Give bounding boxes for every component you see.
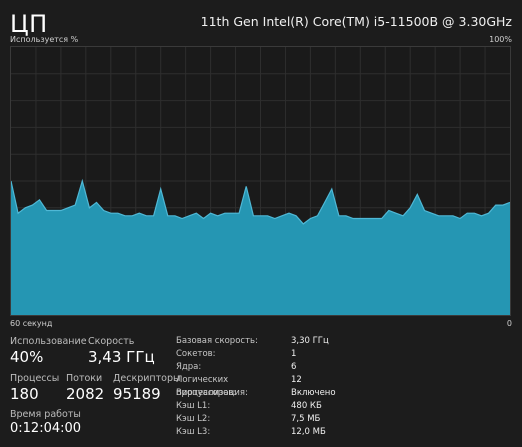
info-label: Сокетов: (176, 349, 216, 359)
info-label: Виртуализация: (176, 388, 248, 398)
info-row: Кэш L1: 480 КБ (176, 400, 506, 413)
info-row: Базовая скорость: 3,30 ГГц (176, 335, 506, 348)
cpu-usage-graph[interactable] (10, 46, 511, 316)
info-value: 480 КБ (291, 401, 322, 411)
speed-value: 3,43 ГГц (88, 348, 155, 366)
info-value: 1 (291, 349, 297, 359)
info-label: Логических процессоров: (176, 375, 237, 398)
handles-value: 95189 (113, 385, 161, 403)
info-row: Виртуализация: Включено (176, 387, 506, 400)
processes-label: Процессы (10, 373, 60, 384)
info-value: 3,30 ГГц (291, 336, 329, 346)
info-value: 12,0 МБ (291, 427, 326, 437)
info-row: Кэш L3: 12,0 МБ (176, 426, 506, 439)
processes-value: 180 (10, 385, 39, 403)
info-label: Ядра: (176, 362, 202, 372)
info-value: 6 (291, 362, 297, 372)
usage-value: 40% (10, 348, 44, 366)
graph-x-left-label: 60 секунд (10, 319, 53, 328)
info-row: Сокетов: 1 (176, 348, 506, 361)
graph-x-right-label: 0 (506, 319, 512, 328)
info-label: Кэш L2: (176, 414, 211, 424)
threads-label: Потоки (66, 373, 103, 384)
page-title: ЦП (10, 10, 48, 38)
info-row: Логических процессоров: 12 (176, 374, 506, 398)
info-value: 12 (291, 375, 302, 385)
threads-value: 2082 (66, 385, 105, 403)
info-row: Кэш L2: 7,5 МБ (176, 413, 506, 426)
graph-y-label: Используется % (10, 35, 79, 44)
info-value: Включено (291, 388, 336, 398)
cpu-usage-line (10, 178, 511, 225)
usage-label: Использование (10, 336, 87, 347)
speed-label: Скорость (88, 336, 135, 347)
graph-y-max-label: 100% (489, 35, 512, 44)
uptime-label: Время работы (10, 409, 81, 420)
info-row: Ядра: 6 (176, 361, 506, 374)
cpu-usage-svg (10, 47, 511, 315)
cpu-model-name: 11th Gen Intel(R) Core(TM) i5-11500B @ 3… (200, 14, 512, 29)
info-value: 7,5 МБ (291, 414, 321, 424)
info-label: Кэш L1: (176, 401, 211, 411)
info-label: Базовая скорость: (176, 336, 258, 346)
handles-label: Дескрипторы (113, 373, 181, 384)
cpu-info-table: Базовая скорость: 3,30 ГГц Сокетов: 1 Яд… (176, 335, 506, 439)
info-label: Кэш L3: (176, 427, 211, 437)
uptime-value: 0:12:04:00 (10, 421, 82, 436)
